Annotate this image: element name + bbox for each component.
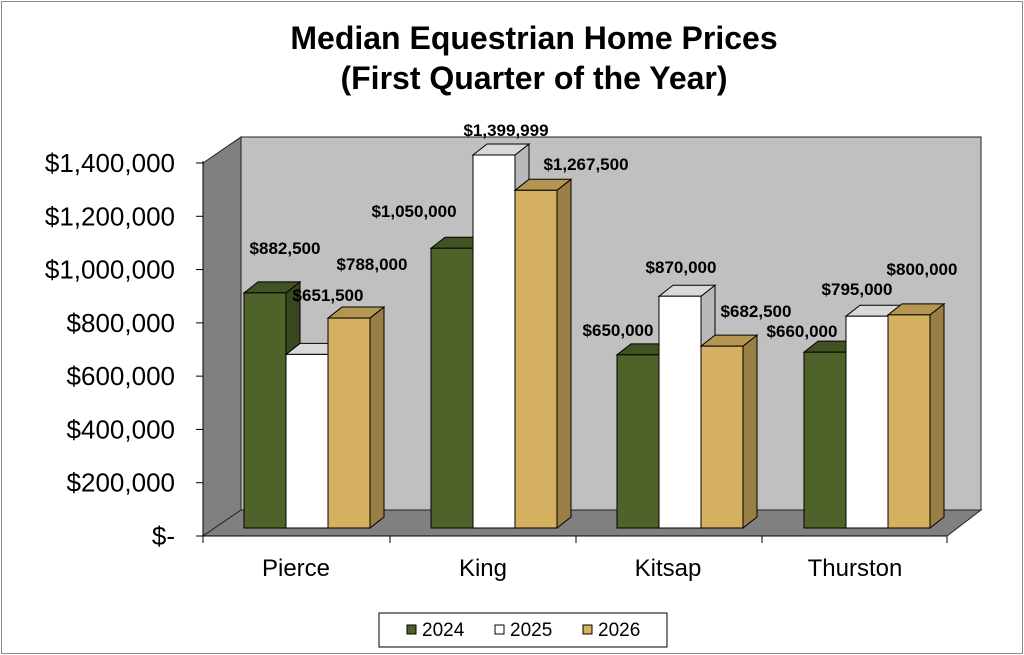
bar-side	[556, 178, 572, 530]
data-label: $1,399,999	[463, 121, 548, 140]
y-axis-ticks: $- $200,000 $400,000 $600,000 $800,000 $1,000…	[45, 148, 203, 551]
bar-front	[514, 189, 558, 529]
y-tick-label: $1,000,000	[45, 255, 175, 285]
side-wall	[202, 136, 242, 537]
data-label: $1,050,000	[371, 202, 456, 221]
legend-label: 2026	[598, 620, 640, 641]
bar-front	[845, 315, 889, 529]
bar-front	[327, 317, 371, 529]
data-label: $882,500	[250, 239, 321, 258]
data-label: $788,000	[337, 255, 408, 274]
category-label: Pierce	[262, 555, 330, 582]
y-tick-label: $1,400,000	[45, 148, 175, 178]
bar-front	[243, 292, 287, 529]
bar-side	[929, 302, 945, 530]
category-label: Kitsap	[635, 555, 702, 582]
bar-thurston-2026	[886, 302, 946, 530]
category-label: Thurston	[808, 555, 903, 582]
bar-front	[700, 345, 744, 529]
plot-walls	[201, 136, 983, 537]
data-label: $800,000	[887, 260, 958, 279]
legend-label: 2024	[422, 620, 465, 641]
bar-side	[369, 306, 385, 530]
bar-front	[430, 247, 474, 529]
legend-swatch	[406, 624, 417, 635]
bar-kitsap-2026	[699, 334, 759, 530]
legend-swatch	[494, 624, 505, 635]
bar-side	[742, 334, 758, 530]
y-tick-label: $800,000	[67, 308, 175, 338]
y-tick-label: $400,000	[67, 414, 175, 444]
bar-pierce-2026	[326, 306, 386, 530]
legend-box	[378, 612, 668, 648]
legend: 2024 2025 2026	[378, 612, 668, 648]
data-label: $651,500	[293, 286, 364, 305]
bars: $882,500 $651,500 $788,000 $1,050,000 $1,399…	[242, 121, 958, 530]
y-tick-label: $600,000	[67, 361, 175, 391]
bar-front	[803, 351, 847, 529]
bar-front	[658, 295, 702, 529]
bar-front	[285, 353, 329, 529]
y-tick-label: $200,000	[67, 468, 175, 498]
legend-label: 2025	[510, 620, 552, 641]
data-label: $870,000	[646, 258, 717, 277]
data-label: $650,000	[583, 321, 654, 340]
chart-subtitle: (First Quarter of the Year)	[340, 60, 727, 96]
data-label: $795,000	[822, 280, 893, 299]
category-labels: Pierce King Kitsap Thurston	[202, 536, 948, 582]
data-label: $682,500	[721, 302, 792, 321]
data-label: $1,267,500	[543, 155, 628, 174]
bar-king-2026	[513, 178, 573, 530]
bar-front	[887, 314, 931, 529]
bar-front	[472, 154, 516, 529]
legend-swatch	[582, 624, 593, 635]
category-label: King	[459, 555, 507, 582]
y-tick-label: $1,200,000	[45, 201, 175, 231]
bar-front	[616, 354, 660, 529]
chart-title: Median Equestrian Home Prices	[290, 20, 777, 56]
data-label: $660,000	[767, 322, 838, 341]
y-tick-label: $-	[152, 521, 175, 551]
